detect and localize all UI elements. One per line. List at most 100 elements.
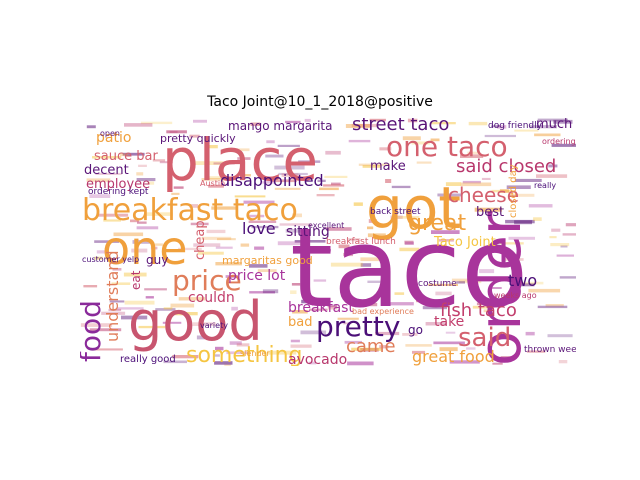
filler-word-mark bbox=[416, 299, 428, 303]
filler-word-mark bbox=[558, 360, 568, 364]
filler-word-mark bbox=[467, 151, 480, 155]
filler-word-mark bbox=[112, 268, 122, 271]
filler-word-mark bbox=[348, 139, 371, 143]
filler-word-mark bbox=[240, 174, 251, 177]
filler-word-mark bbox=[265, 154, 284, 158]
filler-word-mark bbox=[270, 179, 297, 183]
filler-word-mark bbox=[362, 165, 382, 168]
filler-word-mark bbox=[367, 226, 374, 230]
cloud-word: disappointed bbox=[220, 171, 324, 190]
cloud-word: take bbox=[434, 314, 464, 330]
filler-word-mark bbox=[358, 163, 390, 166]
filler-word-mark bbox=[445, 331, 456, 334]
filler-word-mark bbox=[225, 275, 238, 278]
filler-word-mark bbox=[144, 288, 167, 291]
filler-word-mark bbox=[375, 331, 400, 336]
filler-word-mark bbox=[294, 240, 326, 243]
filler-word-mark bbox=[274, 165, 305, 170]
filler-word-mark bbox=[402, 333, 418, 336]
filler-word-mark bbox=[80, 323, 113, 327]
filler-word-mark bbox=[224, 363, 231, 366]
filler-word-mark bbox=[416, 161, 432, 164]
filler-word-mark bbox=[500, 356, 514, 360]
filler-word-mark bbox=[234, 195, 266, 198]
cloud-word: back street bbox=[370, 207, 421, 217]
cloud-word: sitting bbox=[286, 224, 330, 240]
filler-word-mark bbox=[308, 361, 317, 365]
filler-word-mark bbox=[201, 178, 231, 181]
cloud-word: fish taco bbox=[440, 300, 517, 321]
filler-word-mark bbox=[479, 269, 495, 274]
cloud-word: bad experience bbox=[352, 307, 414, 316]
filler-word-mark bbox=[345, 124, 371, 128]
filler-word-mark bbox=[217, 238, 236, 241]
filler-word-mark bbox=[385, 179, 392, 183]
filler-word-mark bbox=[109, 300, 125, 303]
cloud-word: great bbox=[408, 211, 467, 236]
filler-word-mark bbox=[249, 264, 268, 268]
cloud-word: taco bbox=[290, 204, 528, 332]
cloud-word: price lot bbox=[228, 268, 286, 284]
filler-word-mark bbox=[499, 189, 510, 193]
filler-word-mark bbox=[155, 308, 176, 311]
filler-word-mark bbox=[89, 328, 122, 332]
filler-word-mark bbox=[178, 247, 202, 251]
filler-word-mark bbox=[437, 193, 462, 197]
filler-word-mark bbox=[435, 291, 452, 296]
filler-word-mark bbox=[240, 243, 250, 247]
cloud-word: breakfast taco bbox=[82, 193, 298, 228]
filler-word-mark bbox=[405, 241, 414, 245]
filler-word-mark bbox=[402, 136, 421, 141]
cloud-word: two bbox=[508, 271, 537, 290]
filler-word-mark bbox=[138, 325, 166, 329]
cloud-word: decent bbox=[84, 163, 129, 178]
cloud-word: margaritas good bbox=[222, 254, 313, 267]
cloud-word: said bbox=[458, 323, 511, 353]
filler-word-mark bbox=[488, 287, 502, 289]
filler-word-mark bbox=[551, 143, 576, 147]
filler-word-mark bbox=[189, 204, 198, 208]
cloud-word: one taco bbox=[386, 130, 508, 163]
filler-word-mark bbox=[326, 227, 352, 231]
cloud-word: guy bbox=[146, 253, 168, 267]
filler-word-mark bbox=[215, 346, 224, 351]
filler-word-mark bbox=[103, 219, 121, 222]
filler-word-mark bbox=[526, 350, 546, 353]
cloud-word: came bbox=[346, 336, 396, 357]
filler-word-mark bbox=[460, 154, 484, 158]
figure-title: Taco Joint@10_1_2018@positive bbox=[207, 94, 433, 110]
filler-word-mark bbox=[86, 125, 96, 129]
filler-word-mark bbox=[445, 182, 461, 186]
filler-word-mark bbox=[211, 206, 236, 210]
filler-word-mark bbox=[525, 331, 535, 336]
filler-word-mark bbox=[162, 321, 182, 324]
filler-word-mark bbox=[248, 214, 265, 218]
filler-word-mark bbox=[83, 285, 98, 288]
filler-word-mark bbox=[304, 118, 311, 122]
cloud-word: love bbox=[242, 219, 276, 238]
filler-word-mark bbox=[553, 119, 573, 124]
filler-word-mark bbox=[254, 246, 265, 250]
filler-word-mark bbox=[197, 251, 224, 255]
filler-word-mark bbox=[502, 258, 524, 261]
filler-word-mark bbox=[136, 172, 144, 176]
filler-word-mark bbox=[460, 182, 492, 187]
filler-word-mark bbox=[323, 249, 331, 252]
filler-word-mark bbox=[481, 177, 491, 180]
filler-word-mark bbox=[229, 341, 242, 345]
filler-word-mark bbox=[121, 315, 148, 320]
filler-word-mark bbox=[331, 182, 341, 186]
filler-word-mark bbox=[338, 244, 350, 249]
cloud-word: one bbox=[102, 221, 188, 275]
filler-word-mark bbox=[451, 278, 474, 282]
filler-word-mark bbox=[559, 276, 576, 279]
filler-word-mark bbox=[369, 118, 386, 122]
filler-word-mark bbox=[215, 262, 242, 266]
filler-word-mark bbox=[170, 303, 195, 308]
cloud-word: mango margarita bbox=[228, 119, 332, 133]
filler-word-mark bbox=[116, 307, 144, 310]
filler-word-mark bbox=[497, 125, 507, 129]
cloud-word: place bbox=[162, 126, 318, 194]
filler-word-mark bbox=[155, 243, 163, 246]
